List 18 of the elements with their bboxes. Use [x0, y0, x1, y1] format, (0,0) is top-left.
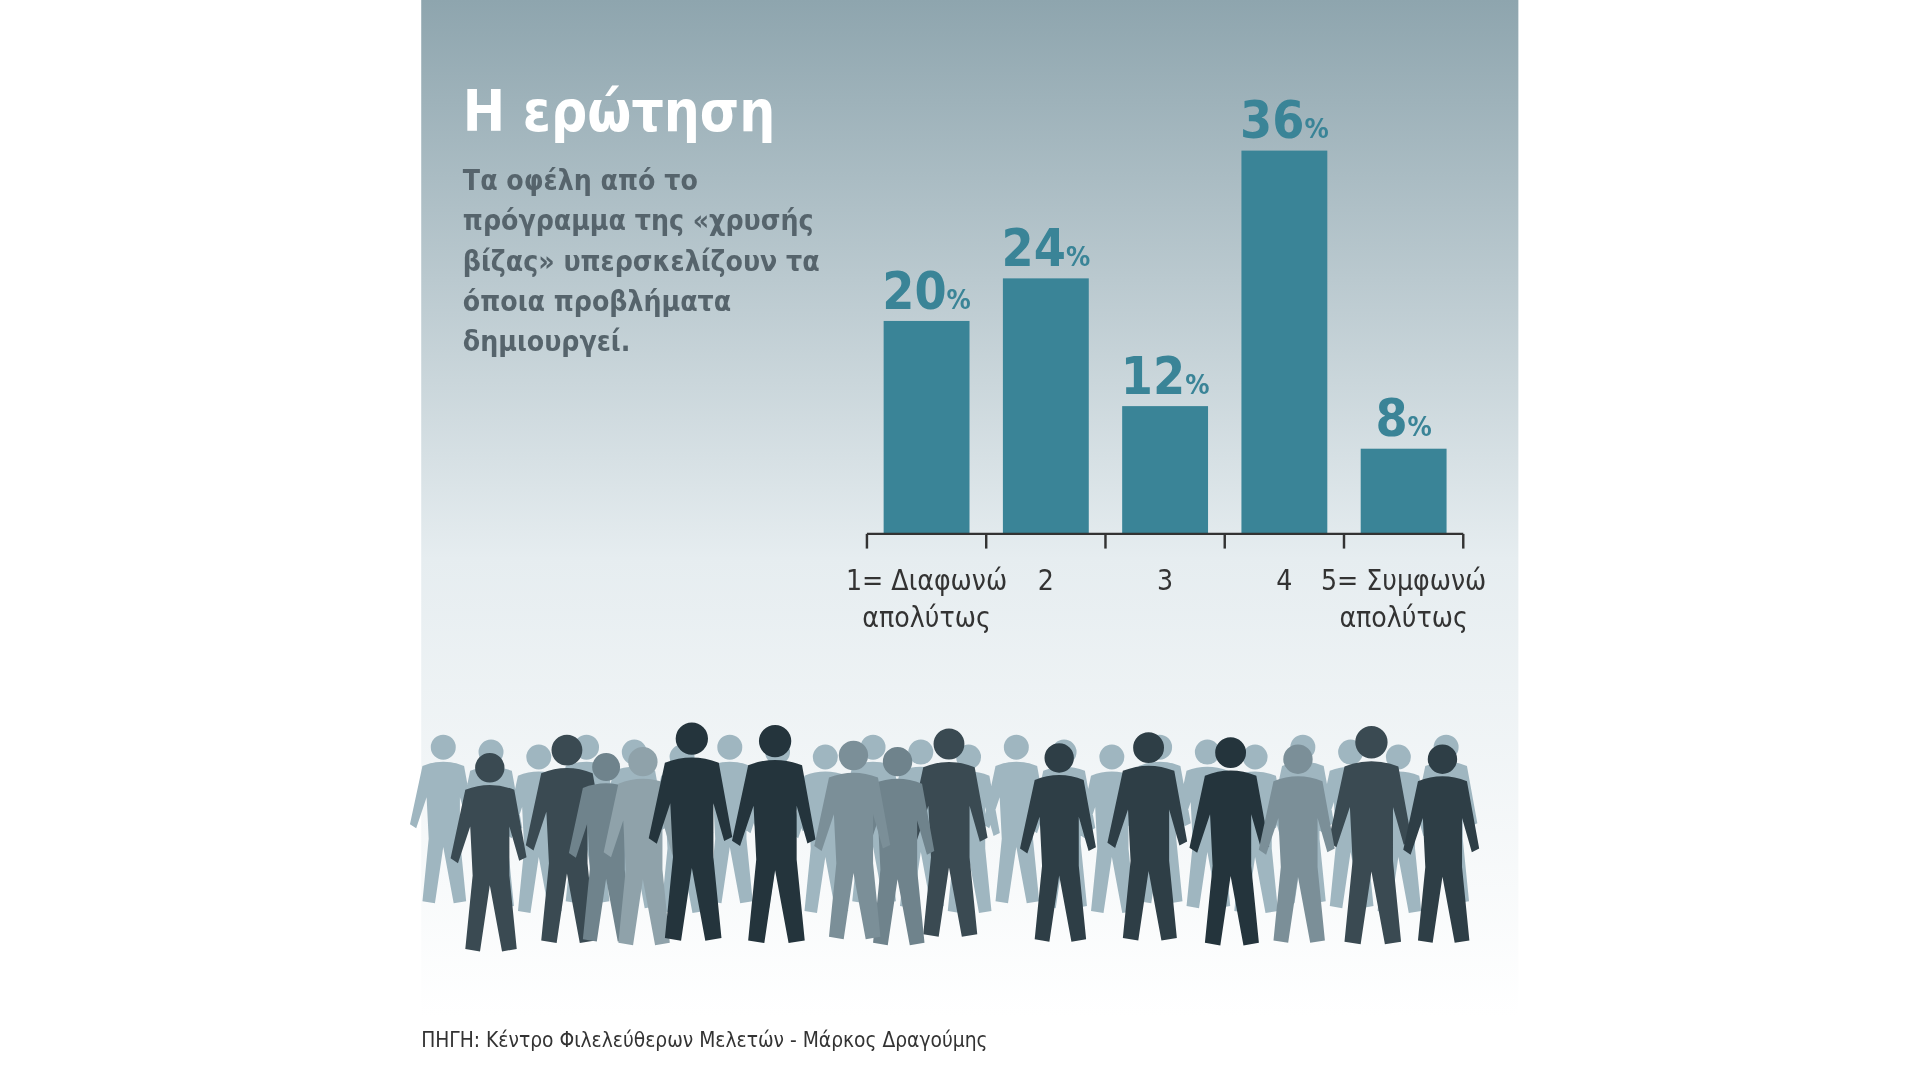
text: ΠΗΓΗ: Κέντρο Φιλελεύθερων Μελετών - Μάρκος Δραγούμης — [421, 1027, 988, 1052]
x-tick-label: 3 — [1157, 564, 1174, 598]
bar — [1002, 278, 1089, 534]
bar — [883, 320, 970, 534]
text: Τα οφέλη από το πρόγραμμα της «χρυσής βίζας» υπερσκελίζουν τα όποια προβλήματα δημιουργεί. — [462, 163, 820, 359]
bar — [1122, 406, 1209, 534]
data-label: 24% — [1001, 218, 1091, 279]
chart-title: Η ερώτηση — [462, 79, 776, 145]
x-tick-label: 2 — [1037, 564, 1054, 598]
bar — [1360, 448, 1447, 534]
data-label: 20% — [882, 260, 971, 321]
data-label: 12% — [1120, 345, 1210, 406]
x-tick-label: 5= Συμφωνώ απολύτως — [1320, 564, 1487, 634]
data-label: 36% — [1240, 90, 1329, 151]
x-tick-label: 4 — [1276, 564, 1293, 598]
x-tick-label: 1= Διαφωνώ απολύτως — [845, 564, 1008, 634]
data-label: 8% — [1375, 388, 1432, 449]
bar — [1241, 150, 1328, 534]
